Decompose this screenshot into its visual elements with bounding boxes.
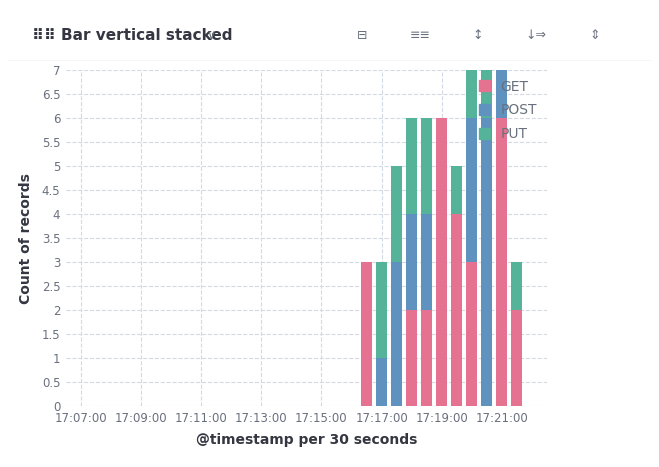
Bar [467,70,477,118]
Text: ↓⇒: ↓⇒ [526,29,547,42]
Bar [421,118,432,214]
Bar [376,262,387,358]
Bar [467,262,477,406]
Bar [421,310,432,406]
Bar [436,118,447,406]
Text: ≡≡: ≡≡ [409,29,430,42]
Y-axis label: Count of records: Count of records [19,173,34,304]
Bar [511,310,523,406]
Bar [361,262,372,406]
Text: ⊟: ⊟ [357,29,367,42]
Bar [421,214,432,310]
Bar [406,118,417,214]
Bar [496,118,507,406]
Text: ⇕: ⇕ [589,29,600,42]
Text: ↕: ↕ [473,29,483,42]
Bar [511,262,523,310]
Bar [467,118,477,262]
Bar [451,214,462,406]
Bar [481,0,492,118]
Bar [451,166,462,214]
Bar [391,166,402,262]
Bar [406,214,417,310]
Bar [376,358,387,406]
X-axis label: @timestamp per 30 seconds: @timestamp per 30 seconds [196,433,417,447]
Text: ⠿⠿ Bar vertical stacked: ⠿⠿ Bar vertical stacked [32,28,233,43]
Bar [481,118,492,406]
Bar [391,262,402,406]
Text: ∨: ∨ [207,29,216,42]
Legend: GET, POST, PUT: GET, POST, PUT [473,74,543,147]
Bar [406,310,417,406]
Bar [496,0,507,118]
